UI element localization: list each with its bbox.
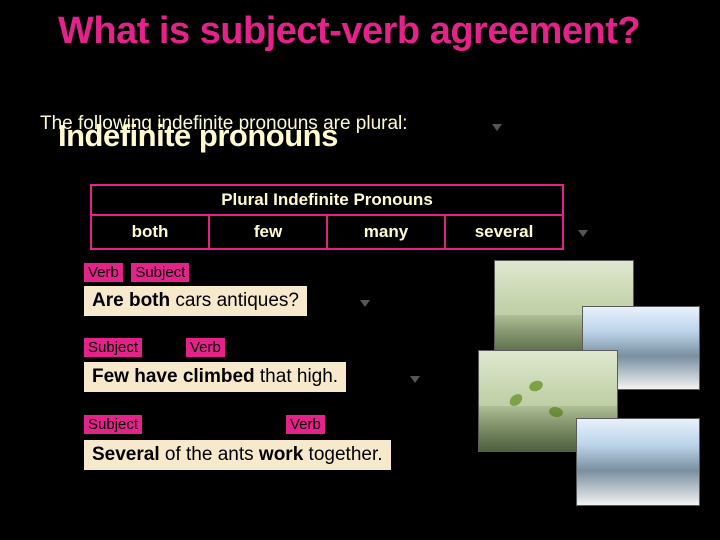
example2-sentence: Few have climbed that high. — [84, 362, 346, 392]
sentence-rest: cars antiques? — [170, 290, 299, 311]
subject-tag: Subject — [131, 263, 189, 282]
example2-verb-tag: Verb — [186, 338, 229, 357]
subject-tag: Subject — [84, 415, 142, 434]
example2-subject-tag: Subject — [84, 338, 146, 357]
subject-word: Few — [92, 366, 129, 387]
verb-word: have climbed — [134, 366, 254, 387]
table-cell: both — [92, 216, 208, 248]
table-row: both few many several — [90, 214, 564, 250]
subject-tag: Subject — [84, 338, 142, 357]
sentence-rest: that high. — [255, 366, 338, 387]
chevron-down-icon — [360, 300, 370, 307]
verb-word: Are — [92, 290, 124, 311]
chevron-down-icon — [492, 124, 502, 131]
decorative-image — [576, 418, 700, 506]
table-cell: many — [326, 216, 444, 248]
example3-sentence: Several of the ants work together. — [84, 440, 391, 470]
verb-tag: Verb — [286, 415, 325, 434]
verb-tag: Verb — [84, 263, 123, 282]
subtitle: Indefinite pronouns — [58, 118, 338, 154]
example3-subject-tag: Subject — [84, 415, 146, 434]
pronouns-table: Plural Indefinite Pronouns both few many… — [90, 184, 564, 250]
subject-word: both — [129, 290, 170, 311]
table-cell: few — [208, 216, 326, 248]
sentence-mid: of the ants — [160, 444, 259, 465]
chevron-down-icon — [410, 376, 420, 383]
sentence-rest: together. — [303, 444, 382, 465]
example3-verb-tag: Verb — [286, 415, 329, 434]
table-cell: several — [444, 216, 562, 248]
example1-sentence: Are both cars antiques? — [84, 286, 307, 316]
subject-word: Several — [92, 444, 160, 465]
page-title: What is subject-verb agreement? — [58, 12, 640, 52]
example1-tags: Verb Subject — [84, 263, 193, 282]
chevron-down-icon — [578, 230, 588, 237]
verb-tag: Verb — [186, 338, 225, 357]
table-header: Plural Indefinite Pronouns — [90, 184, 564, 214]
verb-word: work — [259, 444, 303, 465]
